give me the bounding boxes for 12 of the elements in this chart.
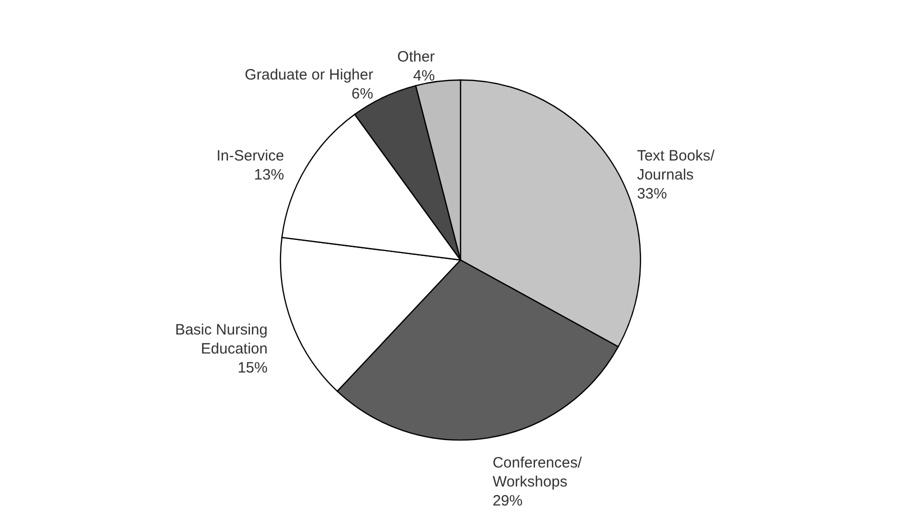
slice-label: Basic Nursing Education	[175, 321, 268, 358]
slice-label: Text Books/Journals	[636, 148, 716, 184]
data-label: 6%	[352, 86, 374, 103]
data-label: 15%	[238, 359, 268, 376]
data-label: 4%	[413, 68, 435, 85]
data-label: 33%	[636, 186, 667, 203]
slice-label: Graduate or Higher	[244, 66, 374, 84]
data-label: 29%	[492, 492, 523, 510]
slice-label: Other	[397, 48, 435, 66]
data-label: 13%	[254, 166, 284, 184]
slice-label: In-Service	[216, 148, 284, 165]
slice-label: Conferences/Workshops	[492, 454, 583, 490]
